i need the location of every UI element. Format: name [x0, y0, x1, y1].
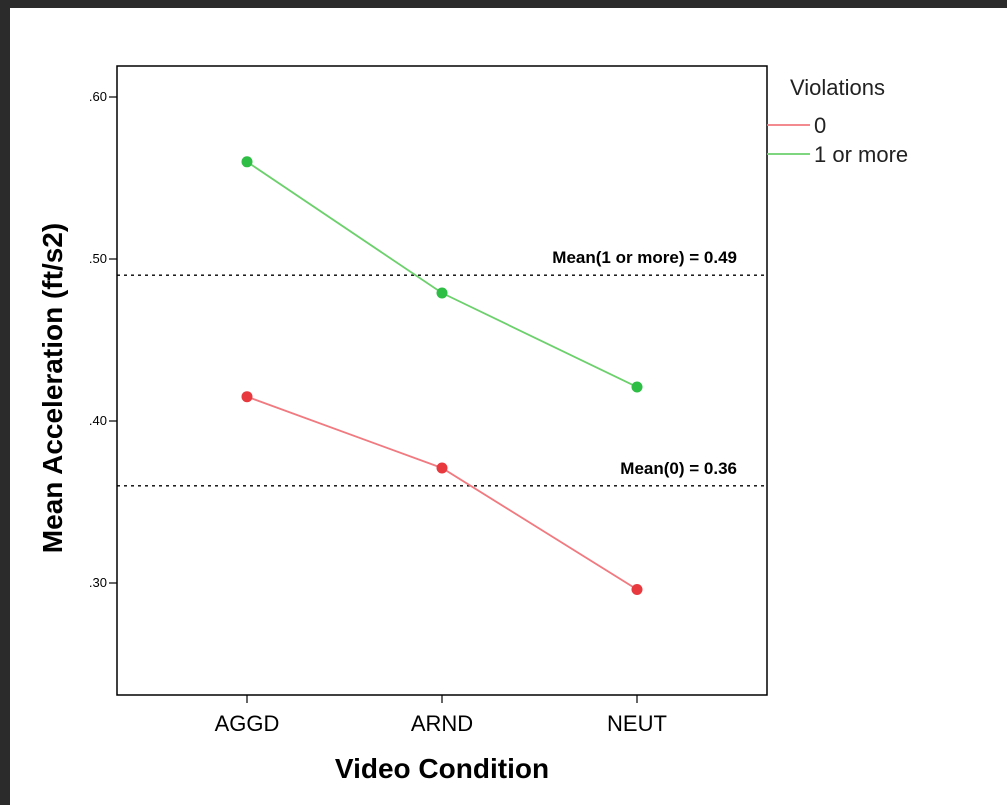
data-point — [631, 381, 643, 393]
legend-label: 0 — [814, 113, 826, 138]
x-axis: AGGD ARND NEUT — [215, 695, 667, 736]
x-tick-label: ARND — [411, 711, 473, 736]
legend-title: Violations — [790, 75, 885, 100]
legend: Violations 0 1 or more — [767, 75, 908, 167]
x-tick-label: AGGD — [215, 711, 280, 736]
line-chart: .30 .40 .50 .60 AGGD ARND NEUT Mean(1 or more… — [37, 65, 908, 784]
y-tick-label: .40 — [89, 413, 107, 428]
y-tick-label: .30 — [89, 575, 107, 590]
y-tick-label: .60 — [89, 89, 107, 104]
legend-label: 1 or more — [814, 142, 908, 167]
x-axis-title: Video Condition — [335, 753, 549, 784]
y-axis-title: Mean Acceleration (ft/s2) — [37, 223, 68, 553]
data-point — [241, 391, 253, 403]
data-point — [436, 462, 448, 474]
chart-frame: .30 .40 .50 .60 AGGD ARND NEUT Mean(1 or more… — [10, 8, 1007, 805]
plot-area — [116, 65, 768, 696]
reference-lines: Mean(1 or more) = 0.49 Mean(0) = 0.36 — [117, 248, 767, 487]
series-group — [241, 156, 643, 595]
data-point — [241, 156, 253, 168]
reference-line-label: Mean(1 or more) = 0.49 — [552, 248, 737, 267]
data-point — [631, 583, 643, 595]
x-tick-label: NEUT — [607, 711, 667, 736]
y-axis: .30 .40 .50 .60 — [89, 89, 117, 590]
data-point — [436, 287, 448, 299]
reference-line-label: Mean(0) = 0.36 — [620, 459, 737, 478]
y-tick-label: .50 — [89, 251, 107, 266]
